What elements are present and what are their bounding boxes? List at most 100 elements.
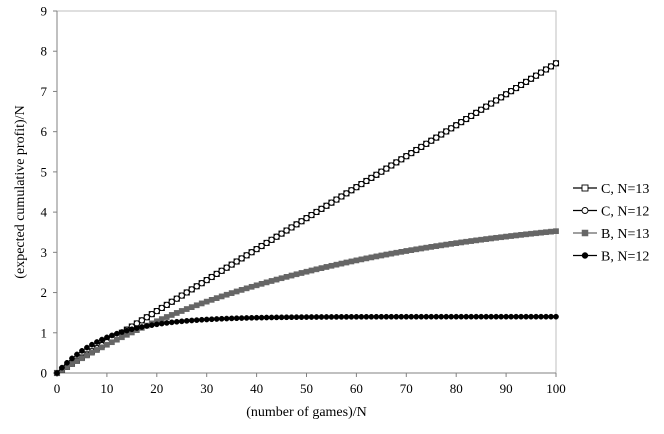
legend-marker xyxy=(581,207,589,214)
data-point xyxy=(268,278,275,284)
data-point xyxy=(478,236,484,243)
x-axis-title: (number of games)/N xyxy=(246,405,367,420)
legend-item: B, N=13 xyxy=(573,227,649,242)
data-point xyxy=(368,174,375,181)
data-point xyxy=(328,199,335,206)
data-point xyxy=(273,276,280,283)
y-tick-label: 0 xyxy=(41,366,48,381)
data-point xyxy=(542,66,550,73)
data-point xyxy=(203,298,210,305)
data-point xyxy=(398,249,405,255)
data-point xyxy=(248,249,255,256)
data-point xyxy=(408,247,415,253)
data-point xyxy=(228,290,235,296)
data-point xyxy=(552,60,560,67)
data-point xyxy=(463,115,470,123)
data-point xyxy=(403,248,410,254)
data-point xyxy=(548,313,554,320)
data-point xyxy=(138,324,145,330)
data-point xyxy=(243,285,250,292)
data-point xyxy=(493,234,499,241)
data-point xyxy=(173,318,180,325)
x-tick-label: 70 xyxy=(400,381,413,396)
data-point xyxy=(263,279,270,286)
data-point xyxy=(158,320,165,327)
data-point xyxy=(313,314,320,320)
data-point xyxy=(468,112,475,119)
data-point xyxy=(173,310,180,316)
data-point xyxy=(233,315,240,322)
data-point xyxy=(483,313,489,320)
data-point xyxy=(543,313,549,320)
data-point xyxy=(413,146,420,154)
y-tick-label: 8 xyxy=(41,44,48,59)
data-point xyxy=(378,313,385,320)
legend-item: C, N=12 xyxy=(573,205,649,220)
data-point xyxy=(278,314,285,321)
data-point xyxy=(183,318,190,324)
data-point xyxy=(178,318,185,325)
data-point xyxy=(163,320,170,326)
data-point xyxy=(288,272,295,279)
data-point xyxy=(523,78,530,85)
data-point xyxy=(173,295,180,302)
data-point xyxy=(69,355,75,362)
data-point xyxy=(448,125,455,132)
data-point xyxy=(478,106,485,113)
data-point xyxy=(74,358,80,364)
data-point xyxy=(303,314,310,320)
data-point xyxy=(458,119,465,126)
data-point xyxy=(363,255,370,262)
data-point xyxy=(59,364,65,371)
data-point xyxy=(388,250,395,257)
data-point xyxy=(124,327,130,334)
data-point xyxy=(278,230,285,237)
data-point xyxy=(333,314,340,320)
data-point xyxy=(153,308,160,315)
x-tick-label: 0 xyxy=(54,381,61,396)
data-point xyxy=(263,314,270,321)
y-tick-label: 7 xyxy=(41,84,48,99)
data-point xyxy=(393,159,400,166)
x-tick-label: 90 xyxy=(500,381,513,396)
legend-label: B, N=13 xyxy=(601,227,649,242)
data-point xyxy=(203,316,210,323)
data-point xyxy=(193,317,200,323)
data-point xyxy=(238,315,245,321)
data-point xyxy=(483,236,489,242)
data-point xyxy=(258,242,265,250)
data-point xyxy=(114,330,120,337)
data-point xyxy=(84,352,90,359)
data-point xyxy=(448,241,455,247)
data-point xyxy=(293,221,300,228)
data-point xyxy=(538,229,544,236)
data-point xyxy=(258,280,265,287)
data-point xyxy=(523,313,529,320)
data-point xyxy=(268,314,275,321)
data-point xyxy=(443,241,450,248)
data-point xyxy=(323,264,330,270)
data-point xyxy=(448,313,455,320)
data-point xyxy=(253,246,260,253)
data-point xyxy=(348,258,355,265)
data-point xyxy=(553,228,559,235)
data-point xyxy=(74,351,80,358)
data-point xyxy=(378,168,385,175)
data-point xyxy=(433,313,440,320)
y-tick-label: 5 xyxy=(41,164,48,179)
data-point xyxy=(64,359,70,366)
data-point xyxy=(318,314,325,320)
data-point xyxy=(513,85,520,92)
data-point xyxy=(368,254,375,261)
data-point xyxy=(323,202,330,209)
y-axis-title: (expected cumulative profit)/N xyxy=(13,105,28,278)
data-point xyxy=(553,313,559,320)
data-point xyxy=(238,287,245,293)
data-point xyxy=(119,334,125,341)
data-point xyxy=(428,137,435,144)
data-point xyxy=(443,313,450,320)
data-point xyxy=(223,291,230,298)
data-point xyxy=(478,313,484,320)
data-point xyxy=(438,131,445,138)
